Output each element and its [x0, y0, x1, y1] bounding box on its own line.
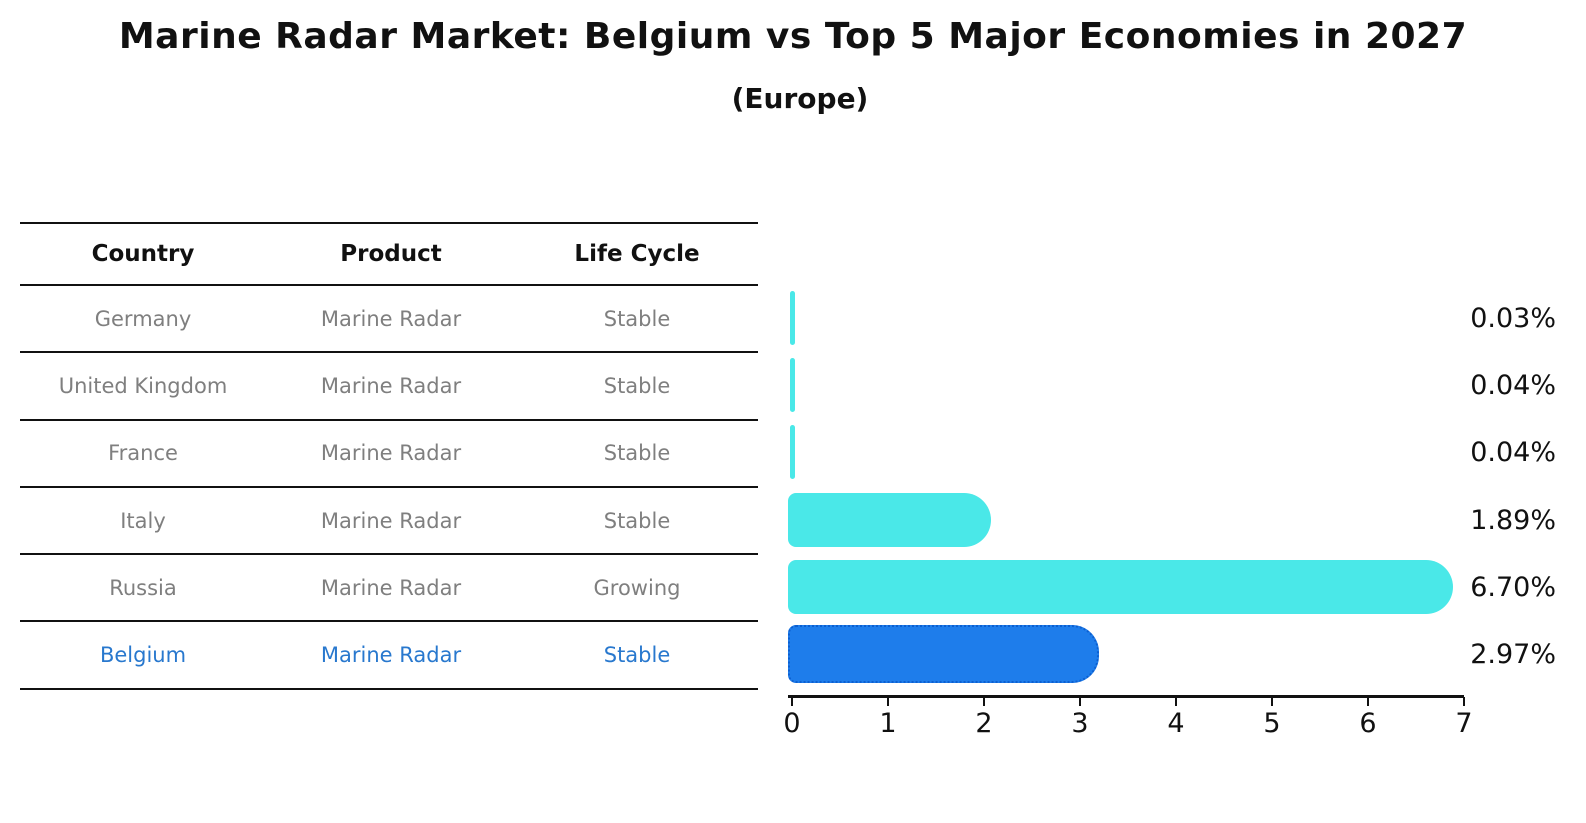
bar-italy: [788, 493, 991, 547]
country-cell: Belgium: [99, 643, 187, 668]
table-row-russia: Russia Marine Radar Growing: [20, 555, 758, 623]
table-row-italy: Italy Marine Radar Stable: [20, 488, 758, 556]
life-cycle-cell: Growing: [593, 575, 681, 600]
bar-united-kingdom: [790, 358, 795, 412]
column-header-product: Product: [340, 241, 442, 267]
bar-value-label: 0.03%: [1470, 303, 1556, 334]
country-cell: United Kingdom: [58, 373, 228, 398]
bar-value-label: 6.70%: [1470, 572, 1556, 603]
column-header-life-cycle: Life Cycle: [574, 241, 700, 267]
table-row-united-kingdom: United Kingdom Marine Radar Stable: [20, 353, 758, 421]
bar-value-label: 0.04%: [1470, 370, 1556, 401]
life-cycle-cell: Stable: [603, 306, 671, 331]
x-tick-label: 0: [783, 708, 801, 739]
x-tick-label: 4: [1167, 708, 1185, 739]
column-header-country: Country: [91, 241, 195, 267]
table-header-row: Country Product Life Cycle: [20, 224, 758, 286]
x-tick-mark: [1079, 697, 1081, 706]
life-cycle-cell: Stable: [603, 508, 671, 533]
x-tick-label: 5: [1263, 708, 1281, 739]
x-axis-line: [788, 695, 1464, 698]
table-row-belgium: Belgium Marine Radar Stable: [20, 622, 758, 690]
x-tick-mark: [887, 697, 889, 706]
life-cycle-cell: Stable: [603, 643, 671, 668]
product-cell: Marine Radar: [320, 306, 462, 331]
x-tick-label: 7: [1455, 708, 1473, 739]
product-cell: Marine Radar: [320, 575, 462, 600]
x-tick-label: 6: [1359, 708, 1377, 739]
product-cell: Marine Radar: [320, 508, 462, 533]
bar-value-label: 2.97%: [1470, 639, 1556, 670]
table-row-france: France Marine Radar Stable: [20, 421, 758, 488]
x-tick-mark: [1271, 697, 1273, 706]
x-tick-mark: [983, 697, 985, 706]
country-cell: Italy: [120, 508, 166, 533]
life-cycle-cell: Stable: [603, 441, 671, 466]
x-tick-mark: [791, 697, 793, 706]
x-tick-label: 3: [1071, 708, 1089, 739]
bar-value-label: 1.89%: [1470, 505, 1556, 536]
chart-title: Marine Radar Market: Belgium vs Top 5 Ma…: [118, 16, 1468, 57]
country-cell: Russia: [109, 575, 177, 600]
x-tick-label: 2: [975, 708, 993, 739]
bar-belgium: [788, 625, 1099, 683]
country-table: Country Product Life Cycle Germany Marin…: [20, 222, 758, 690]
product-cell: Marine Radar: [320, 643, 462, 668]
life-cycle-cell: Stable: [603, 373, 671, 398]
country-cell: France: [108, 441, 178, 466]
x-tick-mark: [1463, 697, 1465, 706]
bar-value-label: 0.04%: [1470, 437, 1556, 468]
x-tick-mark: [1175, 697, 1177, 706]
bar-russia: [788, 560, 1453, 614]
bar-france: [790, 425, 795, 479]
x-tick-label: 1: [879, 708, 897, 739]
product-cell: Marine Radar: [320, 441, 462, 466]
product-cell: Marine Radar: [320, 373, 462, 398]
table-row-germany: Germany Marine Radar Stable: [20, 286, 758, 354]
country-cell: Germany: [94, 306, 192, 331]
chart-subtitle: (Europe): [731, 82, 869, 115]
x-tick-mark: [1367, 697, 1369, 706]
bar-germany: [790, 291, 795, 345]
